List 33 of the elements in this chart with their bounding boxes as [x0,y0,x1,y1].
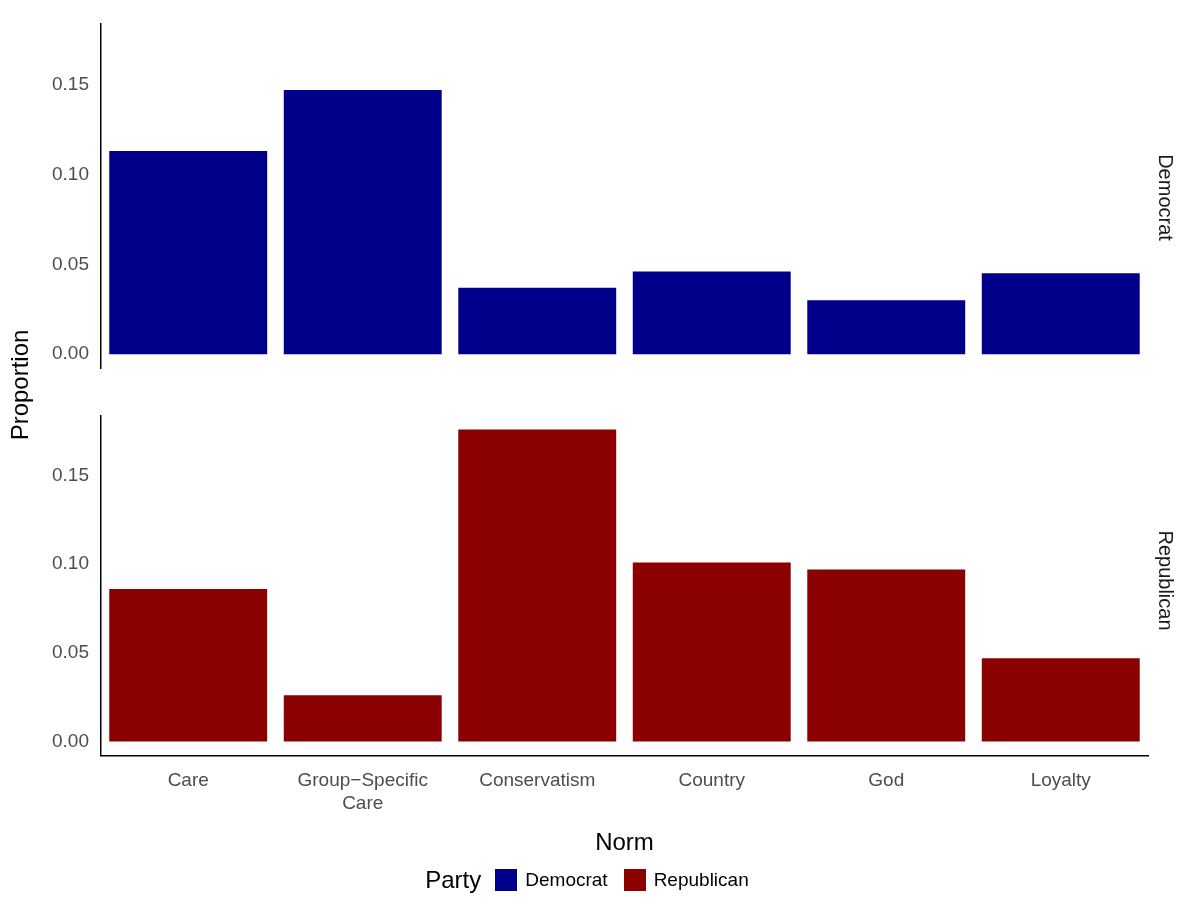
y-tick-label: 0.15 [52,463,89,485]
bar [981,273,1140,355]
bar [109,589,268,742]
y-tick-label: 0.00 [52,342,89,364]
bar [283,695,442,742]
y-tick-label: 0.10 [52,552,89,574]
x-tick-label: Loyalty [1030,769,1092,791]
bar [458,287,617,355]
bar [458,429,617,742]
text: Democrat [1153,154,1177,241]
x-tick-label: Conservatism [479,769,596,791]
text: Republican [1153,530,1177,631]
y-tick-label: 0.00 [52,729,89,751]
x-tick-label: Group−Specific Care [297,769,428,814]
legend-label: Republican [653,869,749,891]
bar [807,569,966,742]
bar [283,89,442,355]
x-axis-title: Norm [595,828,654,856]
bar [981,658,1140,742]
x-tick-label: Country [678,769,746,791]
y-tick-label: 0.15 [52,72,89,94]
bar [632,271,791,355]
x-tick-label: God [868,769,905,791]
y-axis-title: Proportion [6,329,34,441]
bar [109,151,268,355]
y-tick-label: 0.05 [52,252,89,274]
y-tick-label: 0.10 [52,162,89,184]
bar [632,562,791,742]
bar [807,300,966,355]
y-tick-label: 0.05 [52,641,89,663]
x-tick-label: Care [167,769,209,791]
legend-label: Democrat [525,869,608,891]
legend-title: Party [425,866,482,894]
